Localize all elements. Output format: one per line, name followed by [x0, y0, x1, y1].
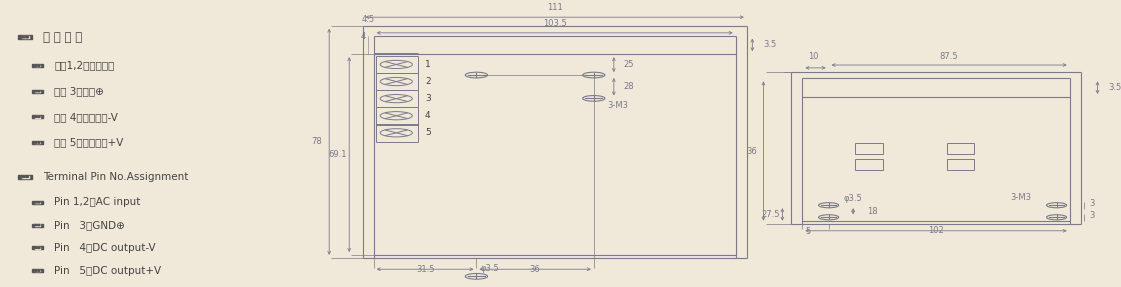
- Text: 端口 4：直流输出-V: 端口 4：直流输出-V: [54, 112, 118, 122]
- Text: 10: 10: [807, 52, 818, 61]
- Text: 3-M3: 3-M3: [1010, 193, 1031, 202]
- Text: 3: 3: [1090, 199, 1095, 208]
- Text: 69.1: 69.1: [328, 150, 348, 159]
- Text: 3.5: 3.5: [763, 40, 777, 49]
- Text: 36: 36: [530, 265, 540, 274]
- Circle shape: [35, 116, 37, 117]
- Circle shape: [35, 225, 37, 226]
- Circle shape: [35, 247, 37, 248]
- Text: 3: 3: [425, 94, 430, 103]
- Text: 5: 5: [425, 128, 430, 137]
- Text: 78: 78: [312, 137, 323, 146]
- Bar: [31, 64, 43, 67]
- Text: 5: 5: [805, 226, 810, 236]
- Bar: [855, 159, 882, 170]
- Text: 28: 28: [623, 82, 633, 91]
- Bar: [31, 115, 43, 118]
- Bar: [35, 90, 40, 92]
- Text: 2: 2: [425, 77, 430, 86]
- Text: 4.5: 4.5: [362, 15, 374, 24]
- Text: 接 线 位 置: 接 线 位 置: [43, 31, 82, 44]
- Bar: [31, 269, 43, 272]
- Circle shape: [22, 36, 25, 37]
- Text: Pin   4：DC output-V: Pin 4：DC output-V: [54, 243, 156, 253]
- Bar: [35, 142, 40, 143]
- Text: 4: 4: [425, 111, 430, 120]
- Bar: [946, 143, 974, 154]
- Text: 25: 25: [623, 60, 633, 69]
- Circle shape: [26, 37, 28, 38]
- Circle shape: [22, 37, 25, 38]
- Text: 端口 3：接地⊕: 端口 3：接地⊕: [54, 86, 104, 96]
- Text: Terminal Pin No.Assignment: Terminal Pin No.Assignment: [43, 172, 188, 182]
- Bar: [31, 201, 43, 204]
- Bar: [31, 141, 43, 144]
- Bar: [31, 224, 43, 226]
- Circle shape: [38, 116, 40, 117]
- Text: 3: 3: [1090, 211, 1095, 220]
- Text: 1: 1: [425, 60, 430, 69]
- Circle shape: [38, 225, 40, 226]
- Circle shape: [35, 202, 37, 203]
- Bar: [31, 90, 43, 93]
- Circle shape: [38, 224, 40, 225]
- Circle shape: [38, 248, 40, 249]
- Bar: [21, 176, 29, 178]
- Bar: [35, 247, 40, 249]
- Circle shape: [35, 224, 37, 225]
- Text: Pin 1,2：AC input: Pin 1,2：AC input: [54, 197, 140, 207]
- Circle shape: [38, 202, 40, 203]
- Text: 3.5: 3.5: [1109, 83, 1121, 92]
- Text: 36: 36: [747, 147, 757, 156]
- Circle shape: [26, 176, 28, 177]
- Bar: [18, 35, 33, 39]
- Text: 端口 5：直流输出+V: 端口 5：直流输出+V: [54, 137, 123, 148]
- Text: 103.5: 103.5: [543, 19, 566, 28]
- Circle shape: [35, 248, 37, 249]
- Text: 102: 102: [928, 226, 944, 235]
- Circle shape: [22, 176, 25, 177]
- Bar: [946, 159, 974, 170]
- Bar: [35, 201, 40, 203]
- Bar: [855, 143, 882, 154]
- Bar: [35, 116, 40, 118]
- Bar: [35, 270, 40, 271]
- Text: 27.5: 27.5: [761, 210, 780, 219]
- Text: φ3.5: φ3.5: [481, 264, 500, 273]
- Text: Pin   5：DC output+V: Pin 5：DC output+V: [54, 266, 161, 276]
- Bar: [21, 36, 29, 38]
- Circle shape: [38, 247, 40, 248]
- Circle shape: [38, 270, 40, 271]
- Text: 端口1,2：交流输入: 端口1,2：交流输入: [54, 61, 114, 71]
- Circle shape: [26, 36, 28, 37]
- Bar: [35, 224, 40, 226]
- Text: 31.5: 31.5: [416, 265, 434, 274]
- Text: 18: 18: [867, 207, 878, 216]
- Circle shape: [35, 91, 37, 92]
- Text: 87.5: 87.5: [939, 52, 958, 61]
- Text: 3-M3: 3-M3: [608, 101, 628, 110]
- Text: Pin   3：GND⊕: Pin 3：GND⊕: [54, 220, 126, 230]
- Circle shape: [35, 270, 37, 271]
- Bar: [18, 175, 33, 179]
- Circle shape: [38, 91, 40, 92]
- Bar: [35, 65, 40, 66]
- Text: 111: 111: [547, 3, 563, 12]
- Bar: [31, 247, 43, 249]
- Text: φ3.5: φ3.5: [843, 194, 862, 203]
- Text: 4: 4: [361, 32, 365, 41]
